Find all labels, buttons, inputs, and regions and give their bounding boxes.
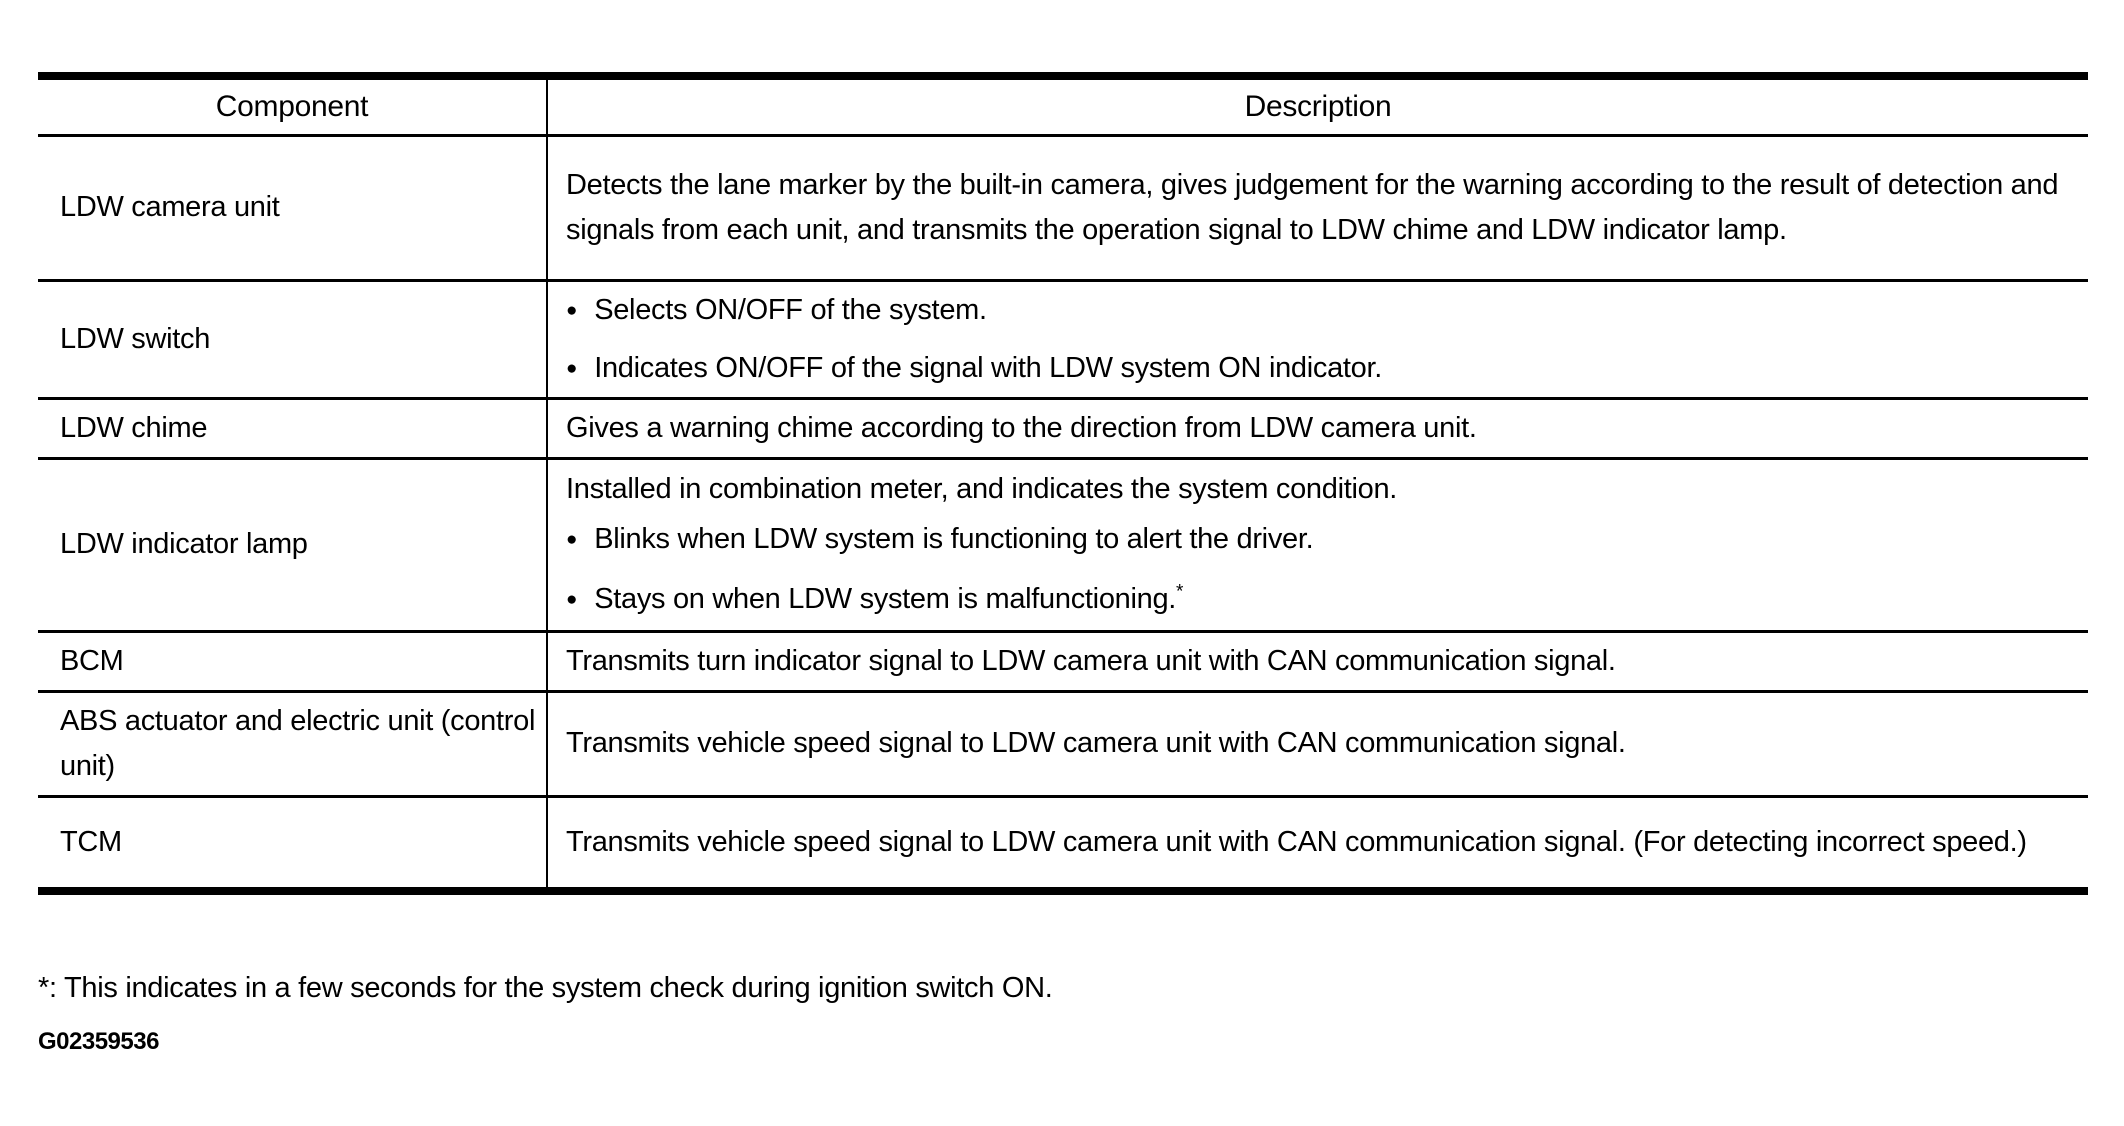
bullet-icon: ● xyxy=(566,589,578,610)
bullet-item: ● Indicates ON/OFF of the signal with LD… xyxy=(566,346,2068,391)
description-cell: Gives a warning chime according to the d… xyxy=(547,398,2088,460)
bullet-text: Selects ON/OFF of the system. xyxy=(594,293,987,326)
table-row: LDW chime Gives a warning chime accordin… xyxy=(38,398,2088,460)
bullet-text: Stays on when LDW system is malfunctioni… xyxy=(594,577,1183,622)
header-component: Component xyxy=(38,76,548,137)
table-row: BCM Transmits turn indicator signal to L… xyxy=(38,631,2088,693)
bullet-item: ● Selects ON/OFF of the system. xyxy=(566,288,2068,333)
table-row: LDW camera unit Detects the lane marker … xyxy=(38,135,2088,282)
bullet-icon: ● xyxy=(566,529,578,550)
description-paragraph: Installed in combination meter, and indi… xyxy=(566,473,1398,505)
bullet-item: ● Stays on when LDW system is malfunctio… xyxy=(566,577,2068,622)
description-paragraph: Detects the lane marker by the built-in … xyxy=(566,168,2059,246)
description-cell: ● Selects ON/OFF of the system. ● Indica… xyxy=(547,280,2088,400)
component-cell: BCM xyxy=(38,631,548,693)
component-cell: TCM xyxy=(38,796,548,891)
table-row: TCM Transmits vehicle speed signal to LD… xyxy=(38,796,2088,891)
bullet-text: Indicates ON/OFF of the signal with LDW … xyxy=(594,351,1383,384)
footnote-asterisk-marker: * xyxy=(1176,581,1184,603)
bullet-icon: ● xyxy=(566,299,578,321)
footnote-text: *: This indicates in a few seconds for t… xyxy=(38,972,1053,1004)
bullet-text-main: Stays on when LDW system is malfunctioni… xyxy=(594,583,1177,615)
component-cell: LDW indicator lamp xyxy=(38,458,548,633)
description-cell: Transmits vehicle speed signal to LDW ca… xyxy=(547,691,2088,798)
table-header-row: Component Description xyxy=(38,76,2088,137)
table-row: ABS actuator and electric unit (control … xyxy=(38,691,2088,798)
table-row: LDW indicator lamp Installed in combinat… xyxy=(38,458,2088,633)
component-description-table: Component Description LDW camera unit De… xyxy=(38,72,2088,895)
component-cell: LDW camera unit xyxy=(38,135,548,282)
component-cell: LDW switch xyxy=(38,280,548,400)
bullet-item: ● Blinks when LDW system is functioning … xyxy=(566,517,2068,562)
header-description: Description xyxy=(547,76,2088,137)
component-cell: LDW chime xyxy=(38,398,548,460)
table-row: LDW switch ● Selects ON/OFF of the syste… xyxy=(38,280,2088,400)
description-cell: Installed in combination meter, and indi… xyxy=(547,458,2088,633)
description-paragraph: Gives a warning chime according to the d… xyxy=(566,411,1477,444)
component-cell: ABS actuator and electric unit (control … xyxy=(38,691,548,798)
bullet-text: Blinks when LDW system is functioning to… xyxy=(594,523,1314,555)
description-cell: Detects the lane marker by the built-in … xyxy=(547,135,2088,282)
figure-code: G02359536 xyxy=(38,1028,159,1055)
bullet-icon: ● xyxy=(566,357,578,379)
description-cell: Transmits turn indicator signal to LDW c… xyxy=(547,631,2088,693)
description-paragraph: Transmits turn indicator signal to LDW c… xyxy=(566,644,1616,677)
description-paragraph: Transmits vehicle speed signal to LDW ca… xyxy=(566,825,2027,858)
description-cell: Transmits vehicle speed signal to LDW ca… xyxy=(547,796,2088,891)
description-paragraph: Transmits vehicle speed signal to LDW ca… xyxy=(566,727,1626,759)
